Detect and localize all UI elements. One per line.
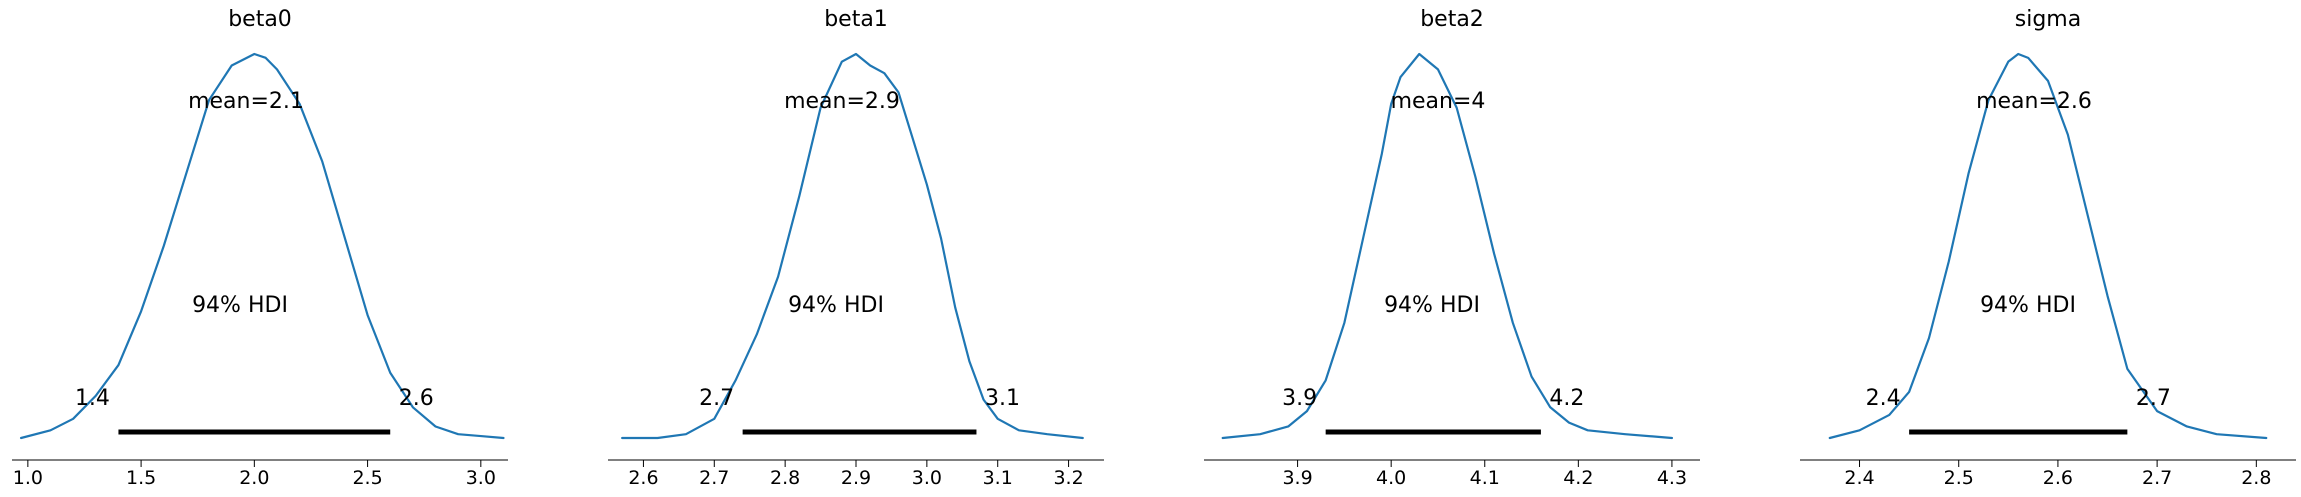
panel-title: beta0: [228, 7, 292, 32]
x-tick-label: 3.2: [1053, 467, 1083, 489]
x-tick-label: 3.9: [1282, 467, 1312, 489]
density-curve: [621, 52, 1084, 440]
hdi-high-label: 3.1: [985, 386, 1020, 411]
x-tick-label: 3.0: [912, 467, 942, 489]
panel-title: beta1: [824, 7, 888, 32]
mean-label: mean=2.1: [188, 89, 304, 114]
x-tick-label: 2.6: [2043, 467, 2073, 489]
mean-label: mean=4: [1391, 89, 1486, 114]
x-tick-label: 4.3: [1657, 467, 1687, 489]
panel-beta2: beta2 mean=4 94% HDI 3.9 4.2 3.9 4.0 4.1 4.2 4.3: [1204, 7, 1700, 489]
hdi-low-label: 2.7: [699, 386, 734, 411]
x-tick-label: 4.1: [1470, 467, 1500, 489]
hdi-label: 94% HDI: [1980, 293, 2076, 318]
density-curve: [19, 52, 505, 440]
x-tick-label: 4.0: [1376, 467, 1406, 489]
x-tick-label: 2.5: [1944, 467, 1974, 489]
mean-label: mean=2.9: [784, 89, 900, 114]
x-tick-label: 2.8: [770, 467, 800, 489]
hdi-label: 94% HDI: [1384, 293, 1480, 318]
panel-beta0: beta0 mean=2.1 94% HDI 1.4 2.6 1.0 1.5 2.0 2.5 3.…: [12, 7, 508, 489]
x-tick-label: 2.7: [699, 467, 729, 489]
hdi-high-label: 4.2: [1549, 386, 1584, 411]
panel-title: beta2: [1420, 7, 1484, 32]
mean-label: mean=2.6: [1976, 89, 2092, 114]
x-tick-label: 2.7: [2142, 467, 2172, 489]
density-curve: [1828, 52, 2268, 440]
x-tick-label: 2.8: [2241, 467, 2271, 489]
panel-beta1: beta1 mean=2.9 94% HDI 2.7 3.1 2.6 2.7 2.8 2.9 3.…: [608, 7, 1104, 489]
hdi-low-label: 1.4: [75, 386, 110, 411]
x-tick-label: 2.4: [1844, 467, 1874, 489]
hdi-low-label: 2.4: [1866, 386, 1901, 411]
hdi-label: 94% HDI: [192, 293, 288, 318]
hdi-low-label: 3.9: [1282, 386, 1317, 411]
hdi-high-label: 2.6: [399, 386, 434, 411]
x-tick-label: 1.0: [13, 467, 43, 489]
x-tick-label: 4.2: [1563, 467, 1593, 489]
hdi-high-label: 2.7: [2136, 386, 2171, 411]
x-tick-label: 2.6: [628, 467, 658, 489]
x-tick-label: 3.1: [983, 467, 1013, 489]
hdi-label: 94% HDI: [788, 293, 884, 318]
x-tick-label: 2.5: [352, 467, 382, 489]
panel-sigma: sigma mean=2.6 94% HDI 2.4 2.7 2.4 2.5 2.6 2.7 2.…: [1800, 7, 2296, 489]
x-tick-label: 3.0: [466, 467, 496, 489]
x-tick-label: 1.5: [126, 467, 156, 489]
x-tick-label: 2.0: [239, 467, 269, 489]
density-curve: [1221, 52, 1674, 440]
x-tick-label: 2.9: [841, 467, 871, 489]
panel-title: sigma: [2015, 7, 2081, 32]
